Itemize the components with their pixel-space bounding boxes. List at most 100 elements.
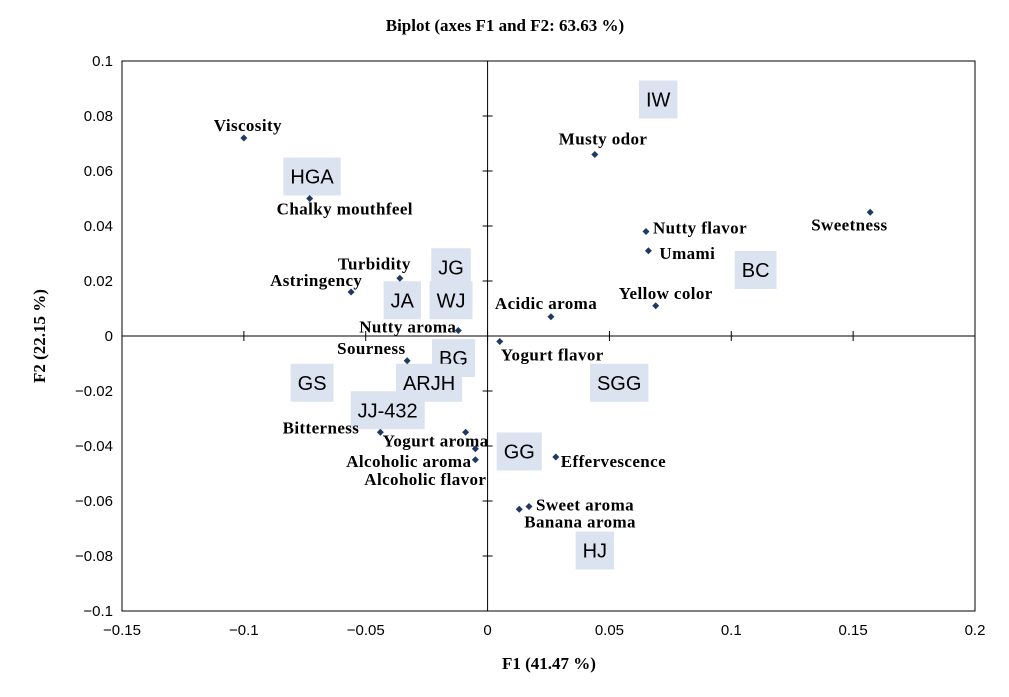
variable-point	[396, 274, 404, 282]
observation-jj-432: JJ-432	[350, 391, 425, 430]
variable-sourness: Sourness	[337, 339, 411, 365]
variable-yogurt-flavor: Yogurt flavor	[496, 338, 603, 365]
chart-title: Biplot (axes F1 and F2: 63.63 %)	[386, 16, 624, 35]
variable-effervescence: Effervescence	[552, 452, 666, 471]
observation-box	[638, 80, 678, 119]
y-tick-label: −0.06	[75, 493, 113, 510]
variable-sweetness: Sweetness	[811, 208, 887, 234]
x-tick-label: 0.1	[721, 622, 742, 639]
variable-point	[471, 445, 479, 453]
observation-box	[496, 432, 542, 471]
variable-banana-aroma: Banana aroma	[515, 505, 636, 531]
variable-point	[652, 302, 660, 310]
x-tick-label: 0.05	[595, 622, 624, 639]
observation-label: BC	[742, 260, 770, 282]
variable-point	[525, 503, 533, 510]
observation-wj: WJ	[429, 281, 473, 320]
variable-label: Alcoholic flavor	[364, 470, 486, 489]
variable-viscosity: Viscosity	[214, 116, 282, 142]
variable-nutty-flavor: Nutty flavor	[642, 219, 747, 238]
variable-point	[454, 327, 462, 334]
observation-box	[350, 391, 425, 430]
y-tick-label: 0.08	[84, 108, 113, 125]
observation-box	[290, 363, 334, 402]
y-axis-label: F2 (22.15 %)	[30, 289, 49, 383]
variable-label: Chalky mouthfeel	[277, 200, 413, 219]
variable-point	[552, 453, 560, 461]
y-tick-label: 0.06	[84, 163, 113, 180]
variable-label: Sourness	[337, 339, 405, 358]
observation-label: JA	[391, 290, 415, 312]
variable-acidic-aroma: Acidic aroma	[495, 294, 597, 321]
variable-point	[376, 428, 384, 436]
variable-point	[403, 357, 411, 365]
variable-point	[515, 505, 523, 513]
variable-label: Viscosity	[214, 116, 282, 135]
observation-box	[431, 248, 471, 287]
observation-label: JJ-432	[358, 400, 418, 422]
observation-iw: IW	[638, 80, 678, 119]
observation-ja: JA	[383, 281, 421, 320]
variable-point	[306, 195, 314, 202]
observation-label: HJ	[583, 541, 607, 563]
x-tick-label: 0.15	[839, 622, 868, 639]
y-tick-label: 0.04	[84, 218, 113, 235]
variable-yogurt-aroma: Yogurt aroma	[383, 428, 489, 450]
observation-bc: BC	[734, 251, 777, 289]
observation-box	[589, 363, 649, 402]
variable-label: Astringency	[270, 271, 362, 290]
x-tick-label: 0	[483, 622, 491, 639]
variable-sweet-aroma: Sweet aroma	[525, 496, 634, 515]
variable-label: Yellow color	[619, 284, 713, 303]
variable-label: Nutty aroma	[359, 318, 456, 337]
x-tick-label: 0.2	[965, 622, 986, 639]
observation-box	[383, 281, 421, 320]
observation-label: GS	[298, 373, 327, 395]
variable-nutty-aroma: Nutty aroma	[359, 318, 462, 337]
variable-label: Nutty flavor	[653, 219, 747, 238]
y-tick-label: 0.02	[84, 273, 113, 290]
variable-point	[547, 313, 555, 321]
x-axis-label: F1 (41.47 %)	[502, 654, 596, 673]
variable-label: Yogurt flavor	[501, 346, 604, 365]
variable-label: Acidic aroma	[495, 294, 597, 313]
x-tick-label: −0.15	[103, 622, 141, 639]
x-tick-label: −0.05	[347, 622, 385, 639]
variable-point	[471, 456, 479, 464]
x-tick-label: −0.1	[229, 622, 259, 639]
variable-point	[866, 208, 874, 216]
variable-label: Effervescence	[561, 452, 666, 471]
observation-arjh: ARJH	[395, 363, 463, 402]
y-tick-label: −0.1	[83, 603, 113, 620]
variable-yellow-color: Yellow color	[619, 284, 713, 310]
observation-hga: HGA	[283, 157, 341, 196]
variable-astringency: Astringency	[270, 271, 362, 296]
variable-musty-odor: Musty odor	[559, 130, 647, 158]
y-tick-label: 0	[105, 328, 113, 345]
variable-alcoholic-flavor: Alcoholic flavor	[364, 445, 486, 489]
variable-label: Banana aroma	[524, 512, 636, 531]
observation-gg: GG	[496, 432, 542, 471]
observation-box	[283, 157, 341, 196]
variable-bitterness: Bitterness	[283, 418, 384, 437]
observation-box	[429, 281, 473, 320]
variable-point	[240, 134, 248, 142]
observation-gs: GS	[290, 363, 334, 402]
observation-label: ARJH	[403, 373, 455, 395]
variable-chalky-mouthfeel: Chalky mouthfeel	[277, 195, 413, 219]
variable-label: Yogurt aroma	[383, 431, 489, 450]
y-tick-label: 0.1	[92, 53, 113, 70]
variable-label: Bitterness	[283, 418, 360, 437]
variable-label: Alcoholic aroma	[346, 452, 471, 471]
variable-point	[642, 228, 650, 235]
observation-sgg: SGG	[589, 363, 649, 402]
observation-label: GG	[504, 442, 535, 464]
variable-alcoholic-aroma: Alcoholic aroma	[346, 452, 479, 471]
y-tick-label: −0.08	[75, 548, 113, 565]
observation-label: JG	[438, 257, 464, 279]
observation-label: IW	[646, 90, 671, 112]
variable-point	[644, 247, 652, 255]
variable-point	[496, 338, 504, 345]
observation-label: HGA	[290, 167, 334, 189]
y-tick-label: −0.04	[75, 438, 113, 455]
